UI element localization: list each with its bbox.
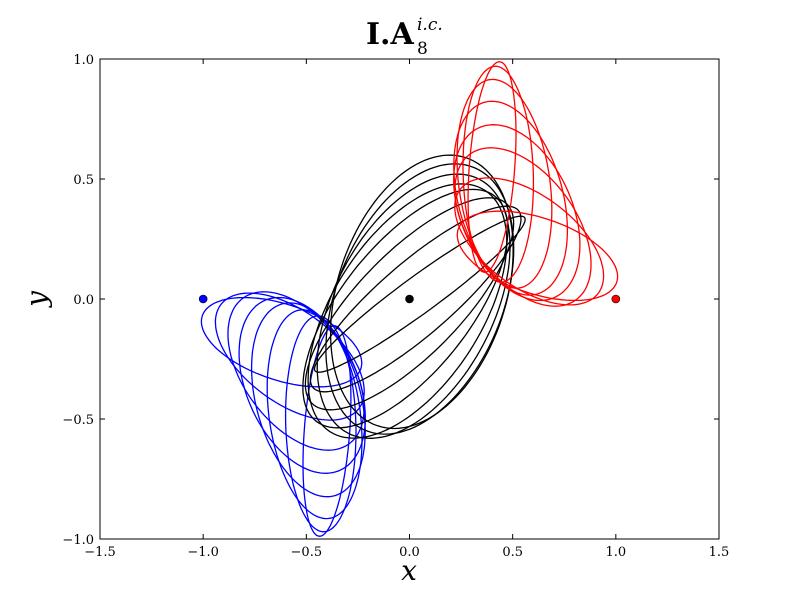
x-tick-label: −1.5 <box>84 545 116 560</box>
start-point-body-2 <box>405 294 414 304</box>
x-tick-label: −1.0 <box>187 545 219 560</box>
x-tick-label: 1.0 <box>605 545 626 560</box>
series-loop-body-2-3 <box>302 188 509 429</box>
series-body-3 <box>453 61 619 307</box>
x-axis-label: x <box>401 554 417 587</box>
series-loop-body-3-7 <box>467 61 517 273</box>
x-tick-label: 0.5 <box>502 545 523 560</box>
series-loop-body-2-5 <box>316 173 511 439</box>
series-loop-body-1-4 <box>250 302 366 498</box>
series-loop-body-1-7 <box>302 325 352 537</box>
y-axis-label: y <box>20 290 53 309</box>
series-loop-body-1-5 <box>266 309 363 520</box>
series-loop-body-1-6 <box>284 315 357 533</box>
y-tick-label: −1.0 <box>62 533 94 548</box>
tick-layer: −1.5 −1.0 −0.5 0.0 0.5 1.0 1.5−1.0−0.50.00.51.… <box>62 53 729 560</box>
x-tick-label: 1.5 <box>709 545 730 560</box>
x-tick-label: 0.0 <box>399 545 420 560</box>
series-loop-body-3-0 <box>456 210 619 302</box>
y-tick-label: 1.0 <box>73 53 94 68</box>
series-body-1 <box>200 291 366 537</box>
series-loop-body-2-7 <box>329 154 514 430</box>
start-point-body-3 <box>611 294 621 304</box>
y-tick-label: 0.0 <box>73 293 94 308</box>
start-points-layer <box>198 294 621 304</box>
x-tick-label: −0.5 <box>291 545 323 560</box>
series-loop-body-3-1 <box>454 177 605 306</box>
series-loop-body-2-4 <box>307 183 508 439</box>
chart-title-subscript: 8 <box>417 39 428 59</box>
series-layer <box>200 61 619 537</box>
series-loop-body-2-1 <box>309 205 522 393</box>
y-tick-label: −0.5 <box>62 413 94 428</box>
series-loop-body-1-3 <box>238 296 366 474</box>
chart-title-superscript: i.c. <box>417 15 443 35</box>
y-tick-label: 0.5 <box>73 173 94 188</box>
chart-title: I.A <box>366 17 414 52</box>
start-point-body-1 <box>198 294 208 304</box>
